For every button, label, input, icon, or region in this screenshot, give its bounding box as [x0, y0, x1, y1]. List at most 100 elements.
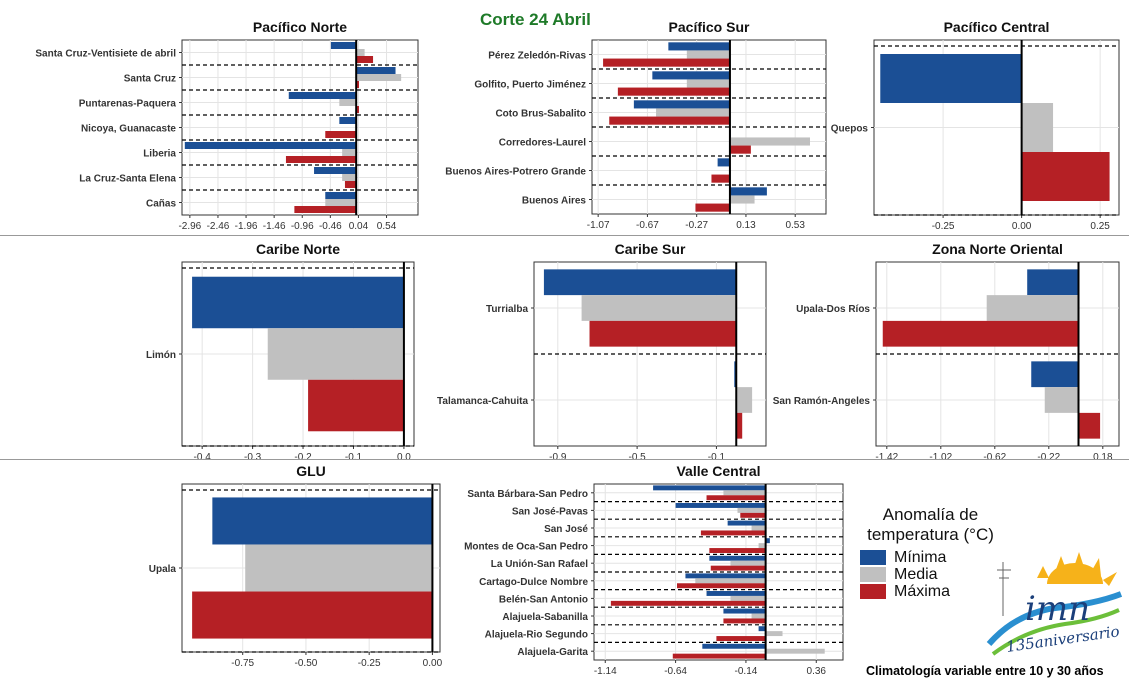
x-tick-label: -0.96 — [291, 221, 314, 232]
bar-minima-belen-san-antonio — [706, 591, 766, 596]
x-tick-label: -0.75 — [231, 658, 254, 669]
category-label: Quepos — [831, 124, 869, 135]
bar-maxima-san-jose-pavas — [740, 512, 766, 518]
panel-title: Caribe Norte — [256, 241, 340, 257]
bar-media-quepos — [1021, 103, 1054, 152]
bar-minima-golfito-puerto-jimenez — [652, 71, 730, 80]
category-label: Santa Cruz-Ventisiete de abril — [35, 49, 176, 60]
category-label: Montes de Oca-San Pedro — [464, 542, 588, 553]
bar-maxima-corredores-laurel — [729, 145, 751, 154]
bar-minima-perez-zeledon-rivas — [668, 42, 730, 51]
category-label: Talamanca-Cahuita — [437, 396, 528, 407]
bar-media-corredores-laurel — [729, 137, 810, 146]
x-tick-label: -2.46 — [207, 221, 230, 232]
bar-minima-la-cruz-santa-elena — [314, 167, 357, 174]
category-label: Alajuela-Rio Segundo — [485, 630, 588, 641]
bar-media-buenos-aires — [729, 195, 755, 204]
category-label: Upala — [149, 564, 177, 575]
bar-maxima-limon — [308, 379, 404, 432]
bar-maxima-talamanca-cahuita — [736, 412, 743, 439]
x-tick-label: -0.2 — [294, 452, 312, 463]
bar-maxima-buenos-aires-potrero-grande — [711, 174, 730, 183]
category-label: Santa Bárbara-San Pedro — [467, 489, 588, 500]
bar-maxima-santa-cruz — [356, 81, 359, 88]
bar-media-santa-barbara-san-pedro — [723, 490, 766, 496]
bar-maxima-san-ramon-angeles — [1078, 412, 1101, 439]
bar-media-santa-cruz-ventisiete-de-abril — [356, 49, 365, 56]
category-label: Corredores-Laurel — [499, 138, 586, 149]
category-label: La Unión-San Rafael — [491, 559, 588, 570]
panel-caribe-norte: -0.4 -0.3 -0.2 -0.1 0.0 Limón Caribe Norte — [146, 241, 415, 463]
x-tick-label: 0.13 — [736, 220, 756, 231]
panel-zona-norte-oriental: -1.42 -1.02 -0.62 -0.22 0.18 Upala-Dos Ríos Sa… — [773, 241, 1120, 463]
panel-title: Zona Norte Oriental — [932, 241, 1063, 257]
bar-minima-san-ramon-angeles — [1031, 361, 1079, 388]
wave-icon — [986, 591, 1123, 646]
x-tick-label: -0.1 — [345, 452, 363, 463]
bar-minima-santa-cruz-ventisiete-de-abril — [330, 42, 357, 49]
bar-minima-santa-cruz — [356, 67, 396, 74]
bar-maxima-nicoya-guanacaste — [325, 131, 357, 138]
panel-pacifico-sur: -1.07 -0.67 -0.27 0.13 0.53 Pérez Zeledón-Riv… — [445, 19, 827, 231]
panel-pacifico-norte: -2.96 -2.46 -1.96 -1.46 -0.96 -0.46 0.04 0.54 Sa… — [35, 19, 419, 232]
legend-item-maxima: Máxima — [860, 583, 1003, 600]
sun-rays-icon — [1037, 552, 1117, 586]
x-tick-label: 0.0 — [397, 452, 411, 463]
bar-minima-nicoya-guanacaste — [339, 117, 357, 124]
legend-item-media: Media — [860, 566, 1003, 583]
x-tick-label: -0.4 — [194, 452, 212, 463]
bar-media-san-ramon-angeles — [1044, 387, 1079, 413]
bar-maxima-alajuela-rio-segundo — [716, 636, 766, 641]
bar-media-perez-zeledon-rivas — [686, 50, 730, 59]
x-tick-label: -0.22 — [1037, 452, 1060, 463]
x-tick-label: -1.14 — [594, 666, 617, 677]
bar-media-canas — [325, 199, 357, 206]
bar-maxima-upala-dos-rios — [882, 320, 1079, 347]
x-tick-label: -0.62 — [983, 452, 1006, 463]
x-tick-label: -0.14 — [735, 666, 758, 677]
category-label: Santa Cruz — [124, 74, 176, 85]
bar-media-puntarenas-paquera — [339, 99, 357, 106]
bar-media-cartago-dulce-nombre — [695, 578, 766, 584]
report-cutoff-title: Corte 24 Abril — [480, 10, 591, 29]
category-label: Buenos Aires-Potrero Grande — [445, 167, 586, 178]
panel-glu: -0.75 -0.50 -0.25 0.00 Upala GLU — [149, 463, 443, 669]
legend-swatch-maxima — [860, 584, 886, 599]
bar-maxima-santa-cruz-ventisiete-de-abril — [356, 56, 374, 63]
legend-title-line1: Anomalía de — [882, 505, 979, 524]
bar-media-talamanca-cahuita — [736, 387, 753, 413]
x-tick-label: 0.36 — [807, 666, 827, 677]
bar-minima-alajuela-garita — [702, 643, 766, 649]
category-label: Alajuela-Sabanilla — [502, 612, 588, 623]
x-tick-label: -0.25 — [358, 658, 381, 669]
bar-minima-montes-de-oca-san-pedro — [765, 538, 770, 544]
footnote: Climatología variable entre 10 y 30 años — [866, 664, 1104, 678]
category-label: Turrialba — [486, 304, 528, 315]
bar-maxima-upala — [192, 591, 433, 639]
plot-frame — [593, 483, 844, 661]
category-label: San José-Pavas — [512, 506, 589, 517]
x-tick-label: 0.53 — [785, 220, 805, 231]
x-tick-label: -0.1 — [708, 452, 726, 463]
legend-swatch-media — [860, 567, 886, 582]
bar-media-belen-san-antonio — [730, 595, 766, 601]
bar-maxima-puntarenas-paquera — [356, 106, 359, 113]
bar-minima-alajuela-sabanilla — [723, 608, 766, 614]
x-tick-label: -1.02 — [929, 452, 952, 463]
legend-label-minima: Mínima — [894, 548, 947, 566]
bar-minima-coto-brus-sabalito — [633, 100, 730, 109]
x-tick-label: -0.5 — [628, 452, 646, 463]
x-tick-label: -0.3 — [244, 452, 262, 463]
bar-maxima-coto-brus-sabalito — [609, 116, 730, 125]
bar-maxima-san-jose — [700, 530, 766, 536]
bar-minima-upala — [212, 497, 433, 545]
bar-media-san-jose — [751, 525, 766, 531]
panel-title: Pacífico Norte — [253, 19, 347, 35]
bar-minima-canas — [325, 192, 357, 199]
bar-media-alajuela-garita — [765, 648, 825, 654]
bar-maxima-belen-san-antonio — [610, 600, 766, 606]
bar-media-turrialba — [581, 295, 737, 321]
bar-media-limon — [267, 328, 404, 380]
